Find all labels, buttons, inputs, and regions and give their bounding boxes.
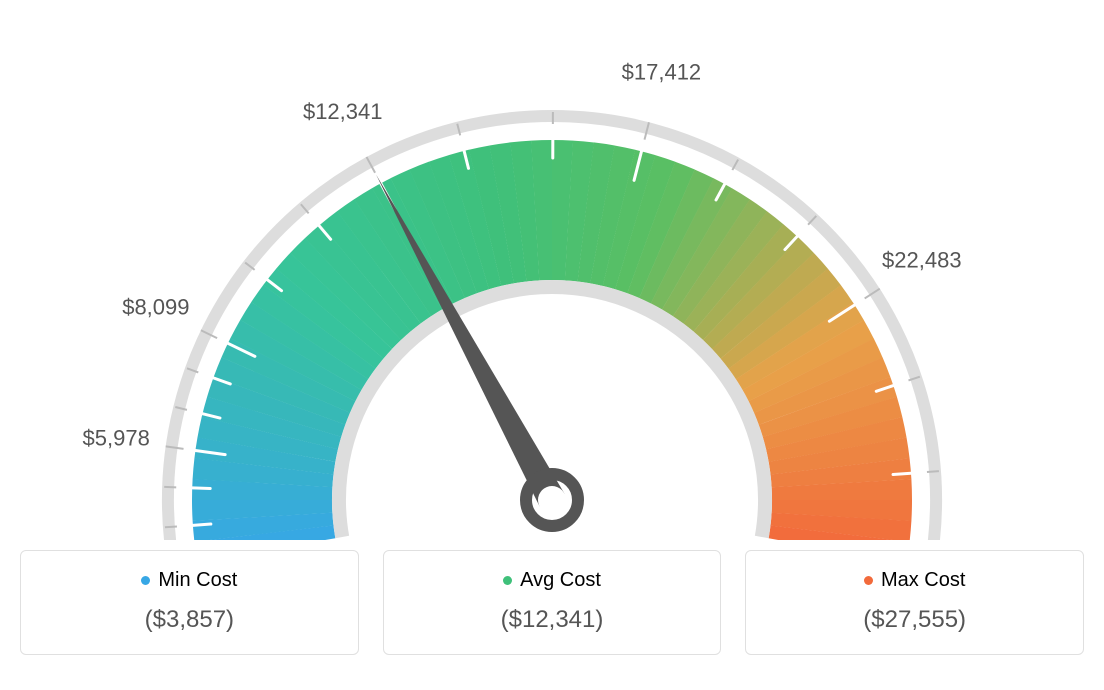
min-cost-value: ($3,857) xyxy=(41,606,338,634)
avg-cost-card: Avg Cost ($12,341) xyxy=(383,550,722,655)
dot-icon xyxy=(864,576,873,585)
min-cost-card: Min Cost ($3,857) xyxy=(20,550,359,655)
dot-icon xyxy=(503,576,512,585)
max-cost-label-text: Max Cost xyxy=(881,569,965,592)
max-cost-value: ($27,555) xyxy=(766,606,1063,634)
min-cost-label-text: Min Cost xyxy=(158,569,237,592)
max-cost-card: Max Cost ($27,555) xyxy=(745,550,1084,655)
svg-text:$22,483: $22,483 xyxy=(882,247,962,272)
svg-text:$8,099: $8,099 xyxy=(122,294,189,319)
chart-container: $3,857$5,978$8,099$12,341$17,412$22,483$… xyxy=(20,20,1084,655)
avg-cost-value: ($12,341) xyxy=(404,606,701,634)
avg-cost-label-text: Avg Cost xyxy=(520,569,601,592)
svg-text:$17,412: $17,412 xyxy=(622,60,702,85)
dot-icon xyxy=(141,576,150,585)
max-cost-label: Max Cost xyxy=(864,569,965,592)
avg-cost-label: Avg Cost xyxy=(503,569,601,592)
min-cost-label: Min Cost xyxy=(141,569,237,592)
svg-text:$5,978: $5,978 xyxy=(83,425,150,450)
summary-cards: Min Cost ($3,857) Avg Cost ($12,341) Max… xyxy=(20,550,1084,655)
svg-text:$12,341: $12,341 xyxy=(303,99,383,124)
gauge-chart: $3,857$5,978$8,099$12,341$17,412$22,483$… xyxy=(20,20,1084,540)
